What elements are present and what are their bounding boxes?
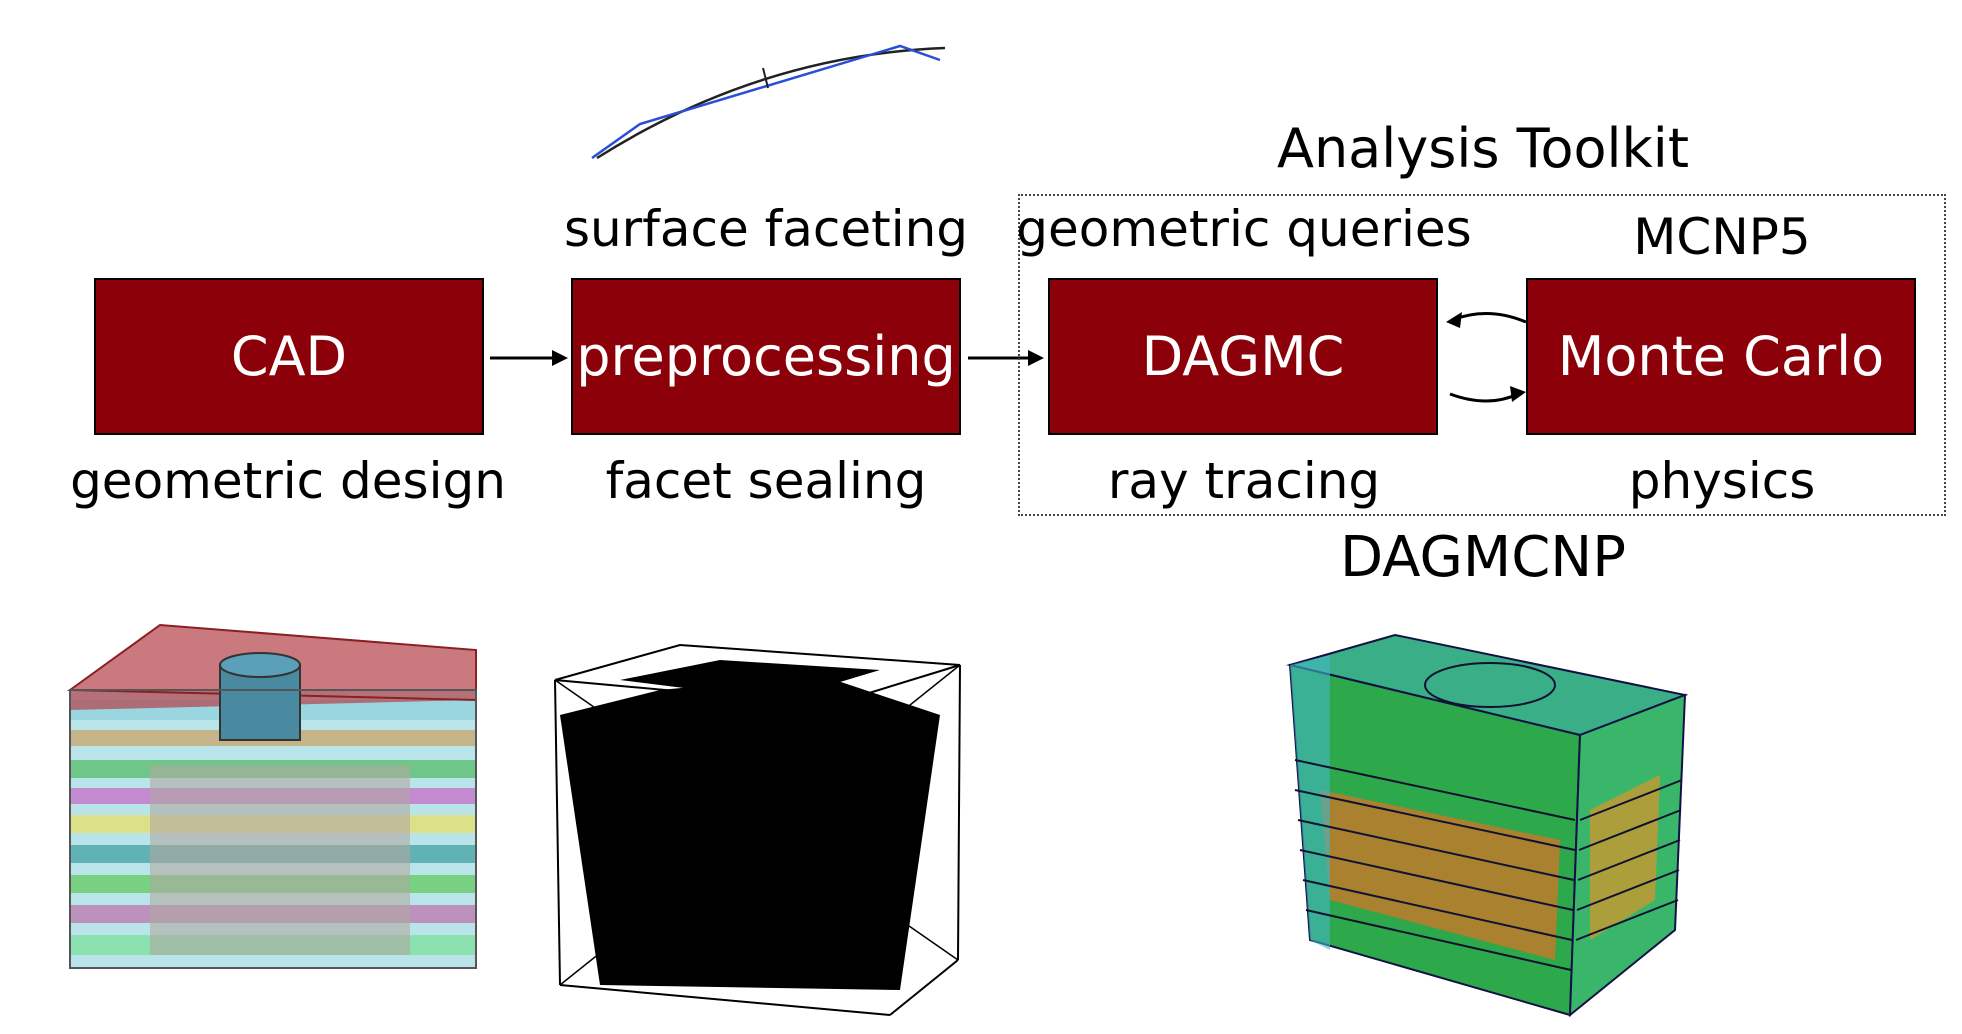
- physics-label: physics: [1628, 452, 1816, 510]
- dagmc-box: DAGMC: [1048, 278, 1438, 435]
- dagmcnp-result-render: [1286, 633, 1689, 1018]
- analysis-toolkit-region: [1018, 194, 1946, 516]
- ray-tracing-label: ray tracing: [1107, 452, 1381, 510]
- geometric-queries-label: geometric queries: [1016, 200, 1472, 258]
- cad-model-render: [67, 623, 477, 969]
- faceted-mesh-render: [554, 643, 961, 1016]
- dagmcnp-label: DAGMCNP: [1340, 525, 1626, 590]
- facet-approximation-line: [591, 44, 941, 160]
- arrow-cad-to-preprocessing: [490, 350, 568, 366]
- mcnp5-label: MCNP5: [1633, 208, 1811, 266]
- facet-sealing-label: facet sealing: [605, 452, 927, 510]
- true-surface-curve: [596, 46, 946, 160]
- cad-box: CAD: [94, 278, 484, 435]
- analysis-toolkit-title: Analysis Toolkit: [1277, 117, 1689, 180]
- monte-carlo-box: Monte Carlo: [1526, 278, 1916, 435]
- preprocessing-box: preprocessing: [571, 278, 961, 435]
- arrow-preprocessing-to-dagmc: [968, 350, 1044, 366]
- geometric-design-label: geometric design: [70, 452, 506, 510]
- faceting-tolerance-marker: [762, 67, 769, 89]
- surface-faceting-label: surface faceting: [563, 200, 969, 258]
